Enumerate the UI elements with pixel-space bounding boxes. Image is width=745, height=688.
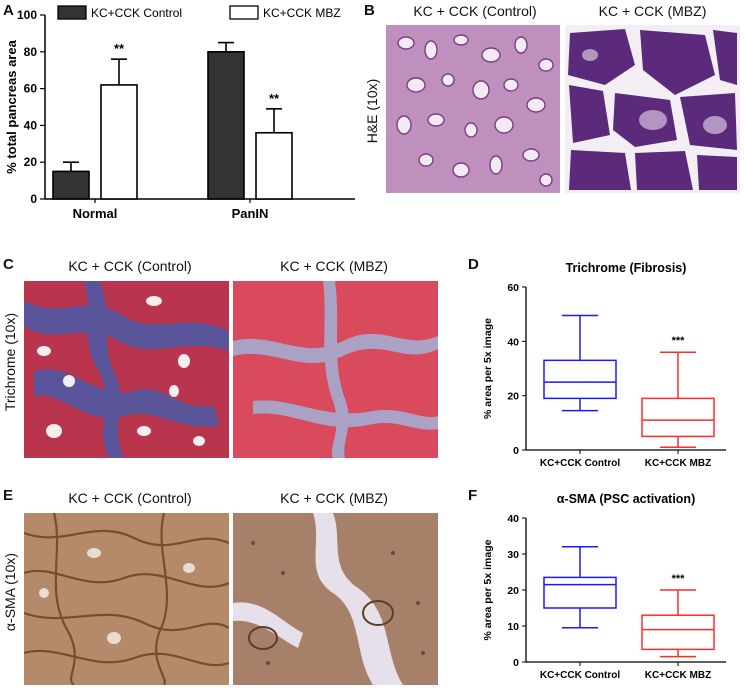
y-tick-label: 10 — [507, 621, 519, 633]
micrograph-he-control — [386, 25, 560, 193]
significance-marker: ** — [114, 41, 125, 56]
y-tick-label: 100 — [17, 8, 37, 22]
y-tick-label: 0 — [513, 445, 519, 457]
y-tick-label: 20 — [507, 391, 519, 403]
micrograph-c-left-title: KC + CCK (Control) — [68, 258, 192, 274]
row-label-sma: α-SMA (10x) — [2, 552, 18, 632]
y-tick-label: 80 — [24, 45, 38, 59]
micrograph-trichrome-control — [24, 281, 229, 458]
panel-letter-e: E — [3, 487, 14, 504]
row-label-he: H&E (10x) — [364, 78, 380, 144]
y-tick-label: 20 — [507, 585, 519, 597]
significance-marker: *** — [672, 335, 686, 347]
chart-title: Trichrome (Fibrosis) — [566, 261, 687, 275]
micrograph-b-left-title: KC + CCK (Control) — [413, 3, 537, 19]
legend-swatch — [57, 5, 87, 20]
legend-label: KC+CCK MBZ — [263, 6, 341, 20]
y-tick-label: 0 — [30, 192, 37, 206]
chart-title: α-SMA (PSC activation) — [557, 492, 695, 506]
box — [641, 614, 715, 651]
y-tick-label: 40 — [24, 118, 38, 132]
micrograph-sma-control — [24, 513, 229, 685]
x-tick-label: KC+CCK Control — [540, 670, 620, 681]
micrograph-he-mbz — [565, 25, 740, 193]
y-tick-label: 40 — [507, 513, 519, 525]
bar — [52, 170, 90, 200]
box-plot-d: Trichrome (Fibrosis) 0 20 40 60 % area per 5x… — [482, 261, 726, 469]
bar-chart-a: 0 20 40 60 80 100 % total pancreas area Normal *… — [4, 5, 355, 221]
x-tick-label: KC+CCK MBZ — [645, 670, 711, 681]
x-tick-label: PanIN — [232, 206, 269, 221]
box — [641, 397, 715, 438]
y-axis-label: % total pancreas area — [4, 39, 19, 173]
bar — [100, 84, 138, 200]
panel-letter-d: D — [468, 256, 479, 273]
bar — [207, 50, 245, 200]
micrograph-trichrome-mbz — [233, 281, 438, 458]
significance-marker: ** — [269, 91, 280, 106]
y-tick-label: 40 — [507, 336, 519, 348]
micrograph-e-left-title: KC + CCK (Control) — [68, 490, 192, 506]
micrograph-e-right-title: KC + CCK (MBZ) — [280, 490, 388, 506]
bar — [255, 131, 293, 200]
y-tick-label: 20 — [24, 155, 38, 169]
micrograph-c-right-title: KC + CCK (MBZ) — [280, 258, 388, 274]
micrograph-sma-mbz — [233, 513, 438, 685]
y-axis-label: % area per 5x image — [482, 539, 494, 640]
panel-letter-c: C — [3, 256, 14, 273]
box — [543, 359, 617, 400]
y-tick-label: 0 — [513, 657, 519, 669]
legend-swatch — [229, 5, 259, 20]
y-tick-label: 60 — [507, 282, 519, 294]
y-axis-label: % area per 5x image — [482, 318, 494, 419]
box — [543, 576, 617, 609]
panel-letter-a: A — [3, 2, 14, 19]
y-tick-label: 30 — [507, 549, 519, 561]
panel-letter-f: F — [468, 487, 478, 504]
panel-letter-b: B — [364, 2, 375, 19]
x-tick-label: KC+CCK MBZ — [645, 458, 711, 469]
significance-marker: *** — [672, 573, 686, 585]
y-tick-label: 60 — [24, 82, 38, 96]
micrograph-b-right-title: KC + CCK (MBZ) — [598, 3, 707, 19]
row-label-trichrome: Trichrome (10x) — [2, 312, 18, 412]
box-plot-f: α-SMA (PSC activation) 0 10 20 30 40 % area pe… — [482, 492, 726, 681]
x-tick-label: Normal — [73, 206, 118, 221]
legend-label: KC+CCK Control — [91, 6, 182, 20]
x-tick-label: KC+CCK Control — [540, 458, 620, 469]
